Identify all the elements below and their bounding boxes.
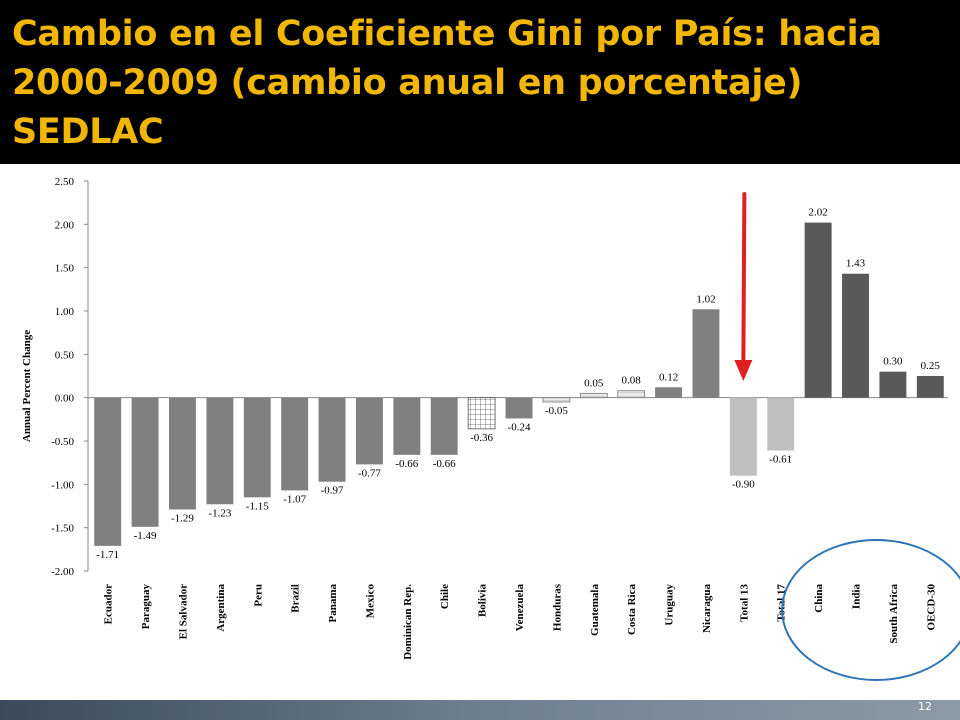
page-number: 12 [918, 700, 932, 713]
y-tick-label: -0.50 [51, 436, 74, 448]
category-label: Mexico [364, 584, 376, 619]
category-label: Venezuela [514, 584, 526, 632]
value-label: -1.49 [134, 530, 157, 542]
value-label: -0.66 [433, 458, 456, 470]
value-label: 0.12 [659, 371, 678, 383]
value-label: -0.77 [358, 467, 381, 479]
value-label: 0.05 [584, 377, 604, 389]
value-label: 1.02 [696, 293, 715, 305]
bar [542, 397, 571, 403]
y-tick-label: 2.50 [55, 176, 75, 188]
value-label: 0.25 [921, 360, 941, 372]
category-label: China [813, 584, 825, 613]
value-label: -1.29 [171, 512, 194, 524]
value-label: 1.43 [846, 258, 866, 270]
y-tick-label: 0.00 [55, 393, 75, 405]
category-label: Ecuador [103, 584, 115, 624]
bar [505, 397, 533, 419]
bar [430, 397, 458, 455]
bar [804, 222, 832, 398]
category-label: Dominican Rep. [402, 584, 414, 660]
value-label: -1.15 [246, 500, 269, 512]
category-label: Brazil [290, 584, 302, 613]
value-label: -1.07 [283, 493, 306, 505]
bar-chart: 2.50 2.00 1.50 1.00 0.50 0.00 -0.50 -1.00 -1.50 -… [21, 176, 960, 681]
red-arrowhead [734, 360, 753, 381]
category-label: El Salvador [177, 584, 189, 639]
category-label: Costa Rica [626, 584, 638, 636]
y-tick-label: 1.00 [55, 306, 75, 318]
category-label: Peru [252, 584, 264, 607]
y-axis-title: Annual Percent Change [21, 330, 33, 442]
category-label: Guatemala [589, 584, 601, 636]
value-label: -0.61 [769, 454, 792, 466]
category-labels: Ecuador Paraguay El Salvador Argentina Peru B… [103, 583, 938, 659]
y-axis: 2.50 2.00 1.50 1.00 0.50 0.00 -0.50 -1.00 -1.50 -… [51, 176, 948, 578]
bar [318, 397, 346, 482]
y-tick-label: -1.50 [51, 523, 74, 535]
bar [842, 273, 869, 398]
bar [467, 397, 496, 430]
category-label: Total 13 [738, 584, 750, 622]
y-tick-label: 1.50 [55, 263, 75, 275]
category-label: OECD-30 [925, 584, 937, 631]
category-label: Nicaragua [701, 584, 713, 633]
category-label: Bolivia [477, 584, 489, 618]
bar [243, 397, 271, 498]
bar [206, 397, 234, 505]
value-label: -0.97 [321, 485, 344, 497]
category-label: Chile [439, 584, 451, 609]
category-label: India [851, 584, 863, 610]
y-tick-label: 0.50 [55, 349, 75, 361]
bars [94, 222, 944, 546]
category-label: Uruguay [664, 584, 676, 626]
bar [131, 397, 159, 527]
category-label: Panama [327, 584, 339, 623]
y-tick-label: -1.00 [51, 479, 74, 491]
y-tick-label: 2.00 [55, 219, 75, 231]
category-label: South Africa [888, 584, 900, 644]
bar [579, 392, 608, 399]
value-labels: -1.71 -1.49 -1.29 -1.23 -1.15 -1.07 -0.97 -0.77… [96, 207, 940, 561]
bar [767, 397, 795, 451]
value-label: 2.02 [809, 207, 828, 219]
value-label: -0.90 [732, 479, 755, 491]
bar [281, 397, 309, 491]
category-label: Argentina [215, 584, 227, 632]
value-label: -1.71 [96, 549, 119, 561]
slide-title: Cambio en el Coeficiente Gini por País: … [12, 14, 882, 152]
category-label: Honduras [551, 583, 563, 631]
value-label: 0.30 [883, 356, 903, 368]
bar [393, 397, 421, 455]
bar [692, 309, 720, 398]
blue-ellipse-annotation [781, 539, 960, 681]
value-label: -0.36 [470, 432, 493, 444]
red-arrow-annotation [741, 192, 747, 366]
value-label: 0.08 [622, 375, 642, 387]
bar [94, 397, 122, 546]
bar [169, 397, 196, 510]
bar [355, 397, 383, 465]
footer-bar: 12 [0, 700, 960, 720]
category-label: Paraguay [140, 584, 152, 630]
bar [879, 371, 907, 398]
bar [729, 397, 757, 476]
bar [655, 387, 683, 398]
bar [916, 376, 944, 398]
chart-area: 2.50 2.00 1.50 1.00 0.50 0.00 -0.50 -1.00 -1.50 -… [0, 164, 960, 700]
value-label: -0.24 [508, 421, 531, 433]
value-label: -0.66 [395, 458, 418, 470]
value-label: -0.05 [545, 405, 568, 417]
bar [617, 390, 646, 399]
y-tick-label: -2.00 [51, 566, 74, 578]
value-label: -1.23 [208, 507, 231, 519]
